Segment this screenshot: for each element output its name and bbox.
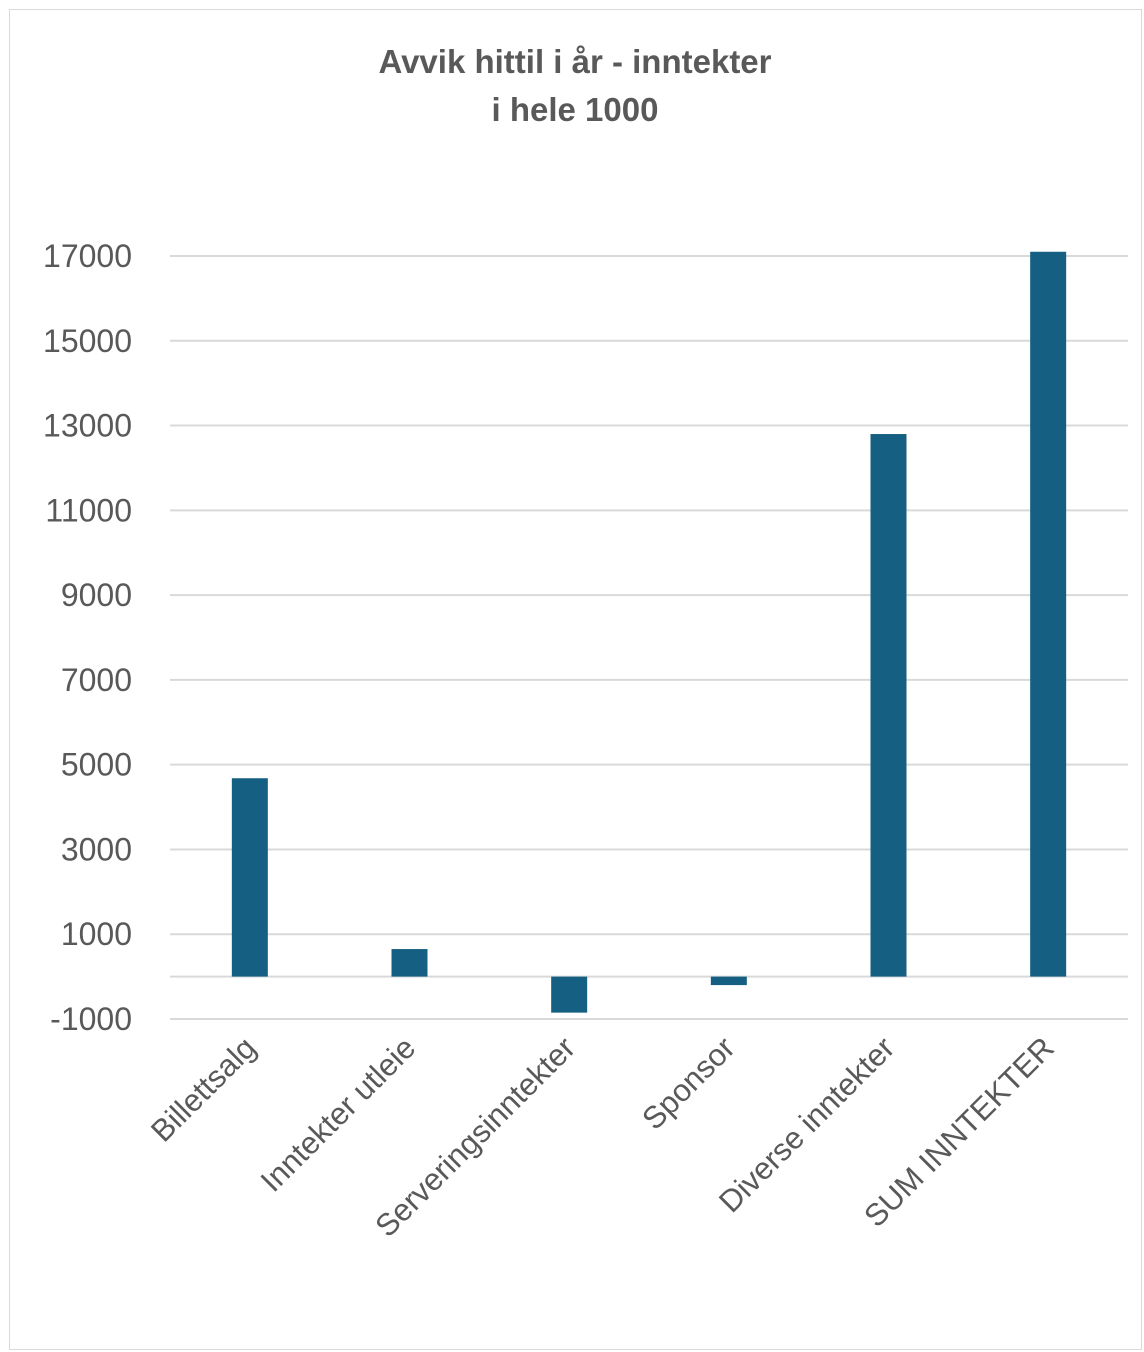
bar [710, 976, 747, 986]
chart-title-line-2: i hele 1000 [491, 91, 659, 128]
y-tick-label: 3000 [61, 831, 132, 867]
y-tick-label: 13000 [43, 408, 132, 444]
x-category-label: Billettsalg [144, 1030, 263, 1149]
chart-title-line-1: Avvik hittil i år - inntekter [378, 43, 772, 80]
y-tick-label: -1000 [50, 1001, 132, 1037]
y-tick-label: 5000 [61, 747, 132, 783]
bar [391, 949, 428, 977]
y-tick-label: 17000 [43, 238, 132, 274]
y-tick-label: 15000 [43, 323, 132, 359]
y-tick-label: 1000 [61, 916, 132, 952]
bar [870, 434, 907, 977]
bar [551, 976, 588, 1013]
x-category-label: Inntekter utleie [254, 1030, 423, 1199]
bar [231, 778, 268, 977]
x-category-label: Sponsor [635, 1030, 741, 1136]
bar [1030, 251, 1067, 977]
y-tick-label: 7000 [61, 662, 132, 698]
x-category-label: Diverse inntekter [712, 1030, 901, 1219]
chart-title: Avvik hittil i år - inntekter i hele 100… [0, 38, 1144, 134]
y-tick-label: 11000 [45, 492, 132, 528]
y-tick-label: 9000 [61, 577, 132, 613]
